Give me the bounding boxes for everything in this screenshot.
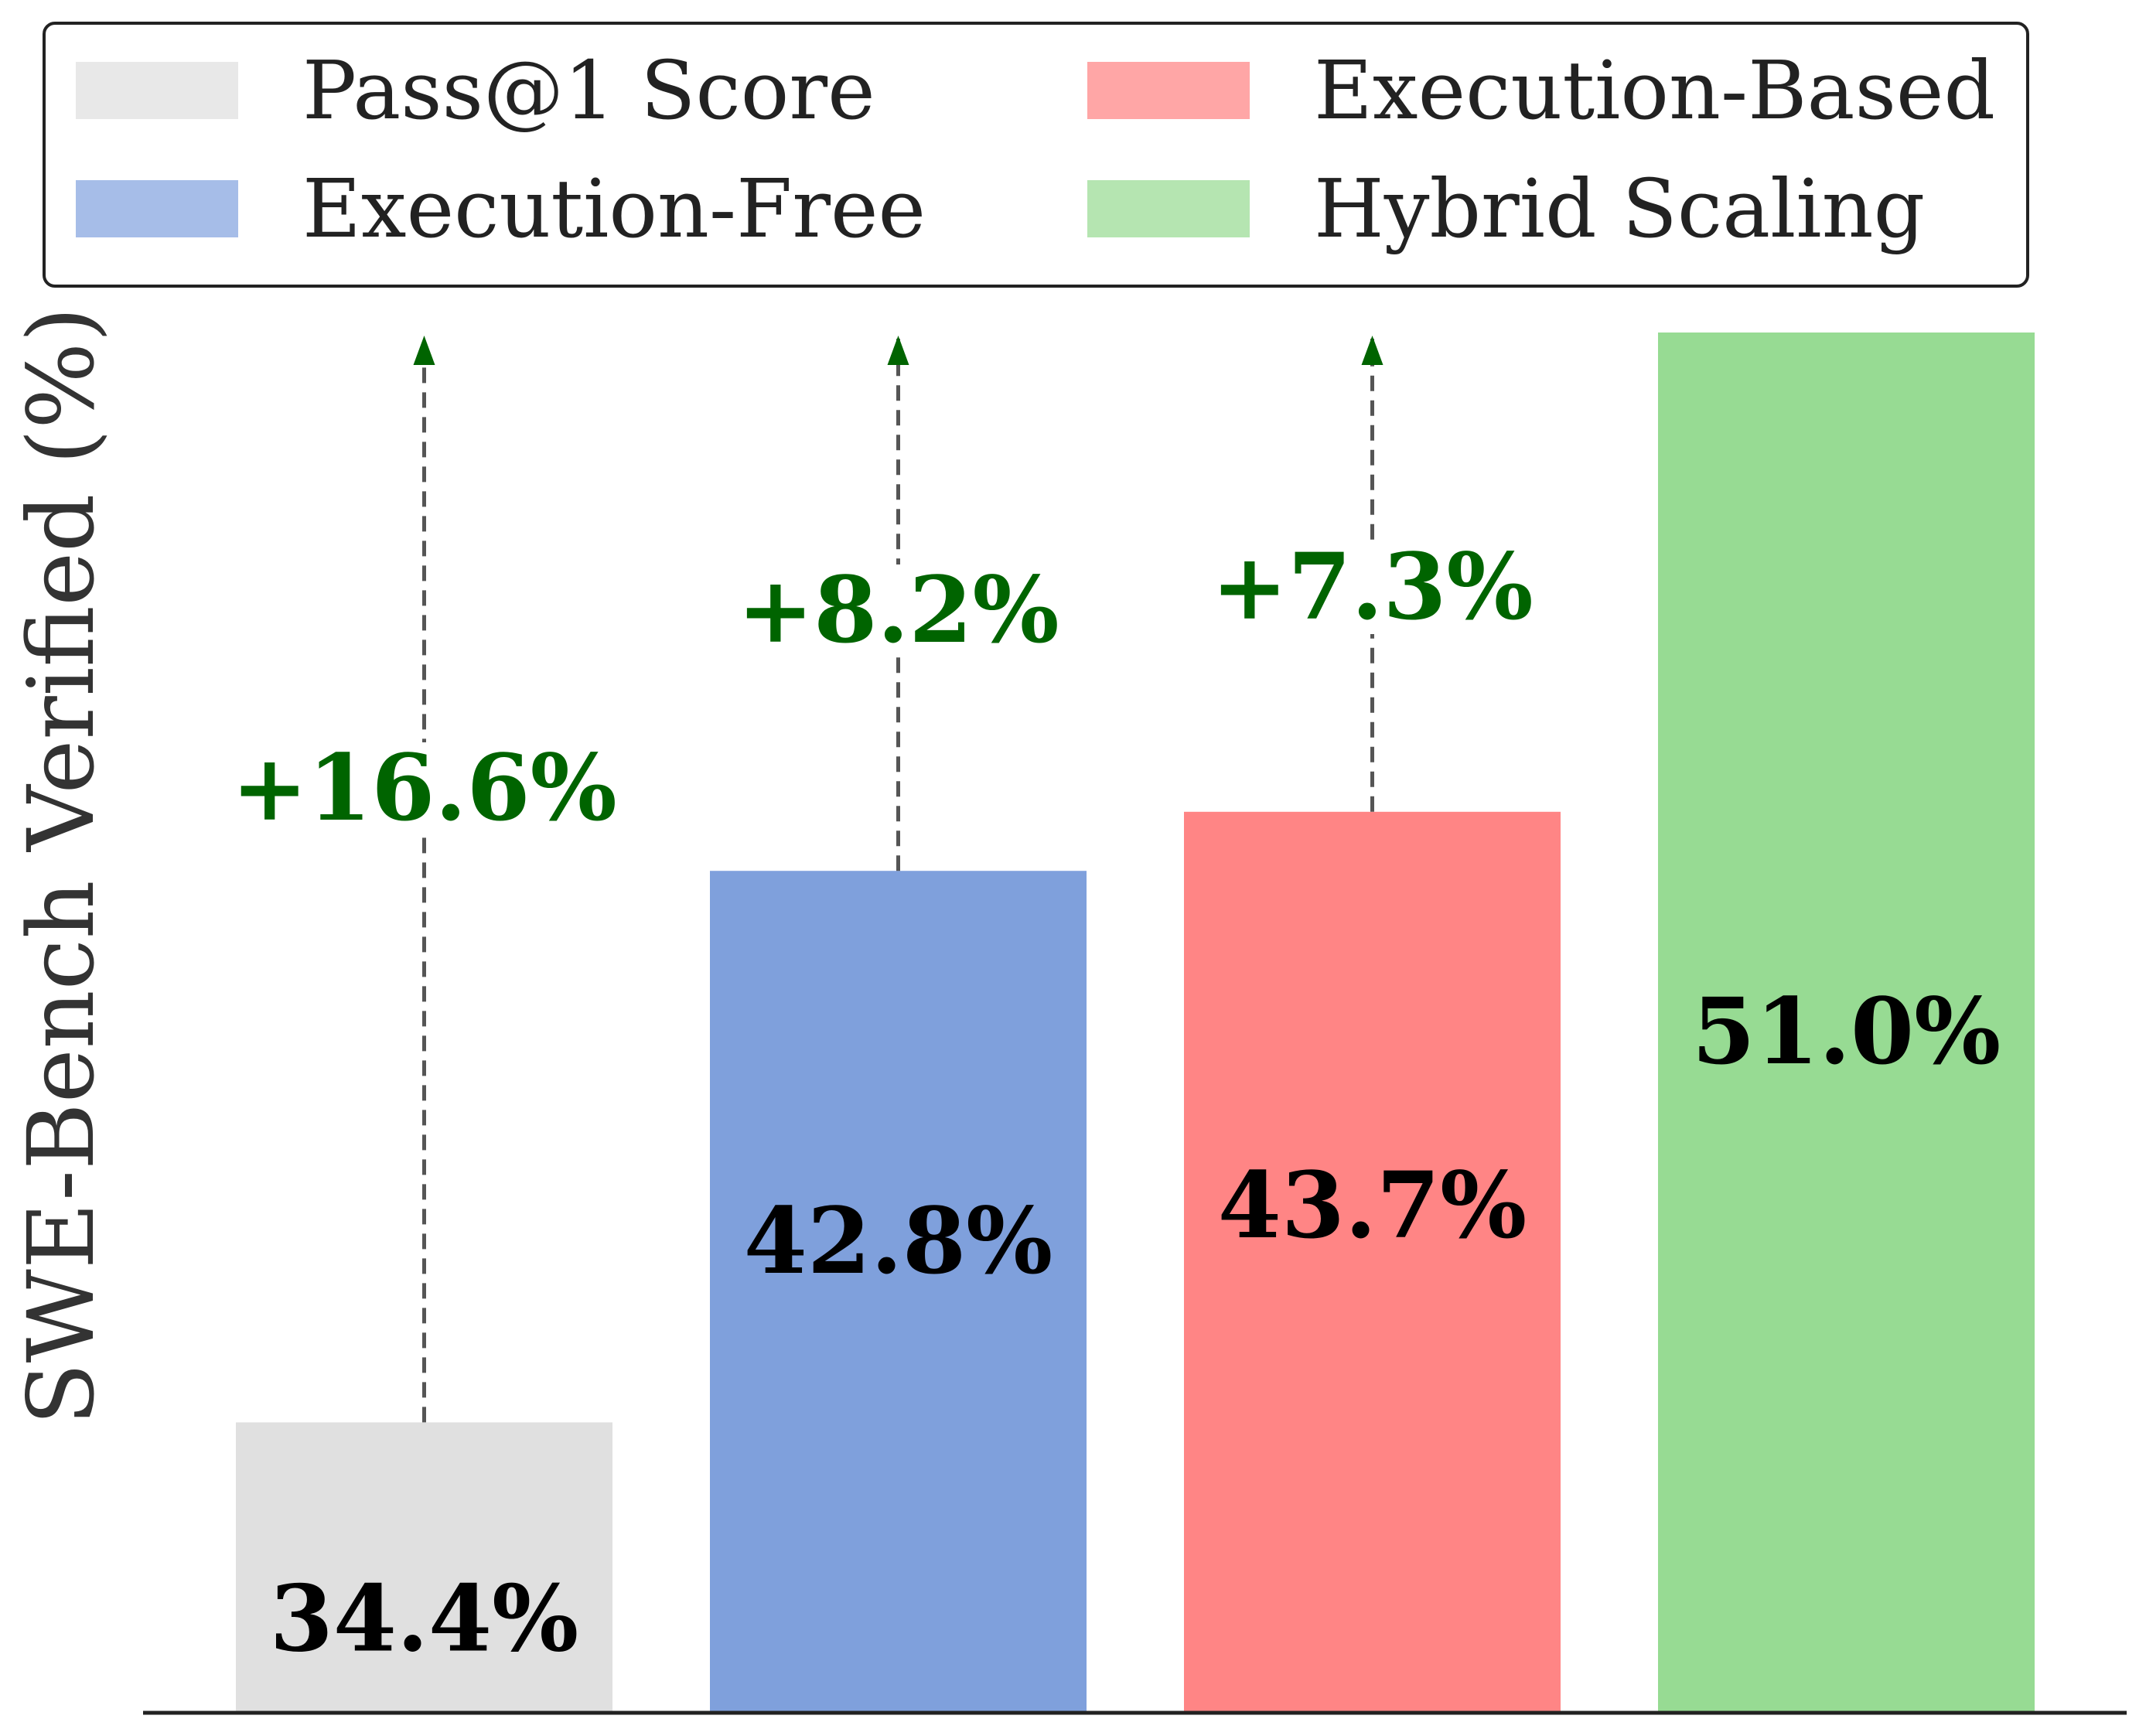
bar-value-label: 42.8% — [744, 1187, 1053, 1294]
bar — [1184, 811, 1561, 1711]
bar-value-label: 43.7% — [1218, 1151, 1527, 1259]
legend-swatch — [1087, 180, 1250, 237]
gain-label-background — [747, 564, 1049, 657]
legend-swatch — [76, 180, 238, 237]
y-axis-label: SWE-Bench Verified (%) — [8, 307, 114, 1426]
arrowhead-icon — [413, 336, 435, 365]
arrowhead-icon — [1361, 336, 1383, 365]
bar-value-label: 34.4% — [270, 1564, 579, 1672]
legend-frame — [43, 22, 2029, 288]
bars-layer — [236, 333, 2035, 1711]
bar — [710, 871, 1087, 1711]
bar — [236, 1422, 612, 1711]
legend-label: Pass@1 Score — [302, 43, 875, 138]
arrowhead-icon — [887, 336, 909, 365]
gain-label: +8.2% — [737, 556, 1059, 663]
legend-swatch — [76, 62, 238, 119]
legend-label: Hybrid Scaling — [1314, 162, 1925, 256]
gain-label-background — [246, 742, 602, 835]
legend-label: Execution-Based — [1314, 43, 1995, 138]
gain-label: +16.6% — [231, 734, 616, 841]
chart-legend: Pass@1 Score Execution-Based Execution-Fre… — [43, 22, 2029, 288]
bar-value-label: 51.0% — [1692, 977, 2001, 1085]
gain-label: +7.3% — [1211, 533, 1533, 640]
bar — [1658, 333, 2035, 1711]
gain-label-background — [1221, 541, 1523, 634]
legend-swatch — [1087, 62, 1250, 119]
labels-layer: 34.4% 42.8% 43.7% 51.0% +16.6% +8.2% +7.3% — [231, 533, 2001, 1672]
legend-label: Execution-Free — [302, 162, 926, 256]
